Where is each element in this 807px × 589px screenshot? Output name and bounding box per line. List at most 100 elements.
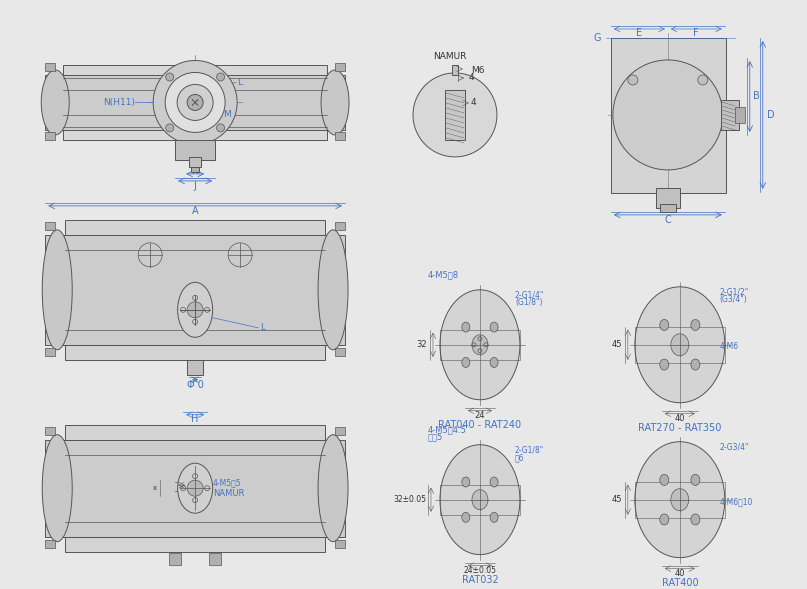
Text: 40: 40	[675, 414, 685, 423]
Text: 4-M6深10: 4-M6深10	[720, 497, 753, 506]
Text: D: D	[767, 110, 775, 120]
Text: L: L	[260, 323, 265, 332]
Bar	[452, 65, 458, 75]
Text: 2-G1/2": 2-G1/2"	[720, 287, 749, 296]
Circle shape	[187, 94, 203, 110]
Bar	[735, 107, 745, 123]
Circle shape	[613, 60, 723, 170]
Text: RAT032: RAT032	[462, 575, 499, 585]
Bar	[335, 540, 345, 548]
Bar	[656, 188, 679, 208]
Text: H: H	[191, 413, 199, 423]
Bar	[440, 330, 520, 360]
Bar	[635, 482, 725, 518]
Ellipse shape	[440, 445, 520, 555]
Text: 45: 45	[612, 495, 622, 504]
Ellipse shape	[42, 435, 72, 542]
Text: 32: 32	[416, 340, 427, 349]
Text: 2-G1/8": 2-G1/8"	[515, 445, 544, 454]
Circle shape	[165, 73, 174, 81]
Bar	[445, 90, 465, 140]
Text: 4-M5深4.5: 4-M5深4.5	[428, 425, 467, 434]
Ellipse shape	[321, 70, 349, 135]
Bar	[45, 222, 55, 230]
Text: 4-M6: 4-M6	[720, 342, 739, 351]
Bar	[660, 204, 675, 212]
Bar	[611, 38, 725, 193]
Bar	[45, 540, 55, 548]
Bar	[335, 132, 345, 140]
Ellipse shape	[490, 512, 498, 522]
Text: 孔深5: 孔深5	[428, 432, 443, 441]
Bar	[45, 426, 55, 435]
Ellipse shape	[178, 463, 212, 513]
Circle shape	[178, 84, 213, 120]
Bar	[335, 348, 345, 356]
Bar	[45, 235, 345, 345]
Ellipse shape	[691, 514, 700, 525]
Ellipse shape	[318, 435, 348, 542]
Text: RAT040 - RAT240: RAT040 - RAT240	[438, 420, 521, 430]
Bar	[335, 63, 345, 71]
Text: L: L	[237, 78, 242, 87]
Text: NAMUR: NAMUR	[213, 489, 245, 498]
Circle shape	[187, 302, 203, 318]
Bar	[721, 100, 738, 130]
Circle shape	[216, 124, 224, 132]
Ellipse shape	[691, 319, 700, 330]
Ellipse shape	[490, 358, 498, 368]
Text: B: B	[753, 91, 759, 101]
Ellipse shape	[41, 70, 69, 135]
Ellipse shape	[490, 477, 498, 487]
Ellipse shape	[472, 335, 488, 355]
Ellipse shape	[462, 358, 470, 368]
Bar	[635, 327, 725, 363]
Text: J: J	[194, 181, 197, 191]
Text: (G1/8"): (G1/8")	[515, 298, 542, 307]
Text: Φ 0: Φ 0	[186, 380, 203, 390]
Text: G: G	[593, 33, 601, 43]
Ellipse shape	[691, 474, 700, 485]
Text: 2-G3/4": 2-G3/4"	[720, 442, 749, 451]
Ellipse shape	[42, 230, 72, 350]
Text: RAT270 - RAT350: RAT270 - RAT350	[638, 423, 721, 433]
Text: 深6: 深6	[515, 453, 525, 462]
Bar	[169, 552, 181, 565]
Ellipse shape	[660, 359, 669, 370]
Text: 4-M5深8: 4-M5深8	[428, 270, 459, 279]
Ellipse shape	[691, 359, 700, 370]
Ellipse shape	[671, 334, 689, 356]
Bar	[45, 348, 55, 356]
Circle shape	[187, 480, 203, 496]
Bar	[187, 360, 203, 375]
Ellipse shape	[490, 322, 498, 332]
Text: 24±0.05: 24±0.05	[463, 566, 496, 575]
Text: 4: 4	[471, 98, 477, 107]
Text: 4: 4	[469, 74, 475, 82]
Bar	[45, 132, 55, 140]
Text: NAMUR: NAMUR	[433, 52, 466, 61]
Text: 24: 24	[475, 411, 485, 420]
Circle shape	[216, 73, 224, 81]
Text: K: K	[192, 166, 199, 176]
Ellipse shape	[671, 489, 689, 511]
Text: x: x	[153, 485, 157, 491]
Bar	[335, 222, 345, 230]
Text: M: M	[223, 110, 231, 119]
Text: M6: M6	[471, 67, 484, 75]
Bar	[191, 167, 199, 172]
Text: 4-M5深5: 4-M5深5	[213, 479, 242, 488]
Text: N(H11): N(H11)	[103, 98, 136, 107]
Circle shape	[628, 75, 638, 85]
Circle shape	[153, 61, 237, 144]
Ellipse shape	[462, 512, 470, 522]
Bar	[65, 425, 325, 552]
Ellipse shape	[178, 282, 212, 337]
Circle shape	[698, 75, 708, 85]
Bar	[65, 220, 325, 360]
Ellipse shape	[660, 319, 669, 330]
Text: A: A	[192, 206, 199, 216]
Ellipse shape	[635, 287, 725, 403]
Text: E: E	[636, 28, 642, 38]
Text: 2-G1/4": 2-G1/4"	[515, 290, 544, 299]
